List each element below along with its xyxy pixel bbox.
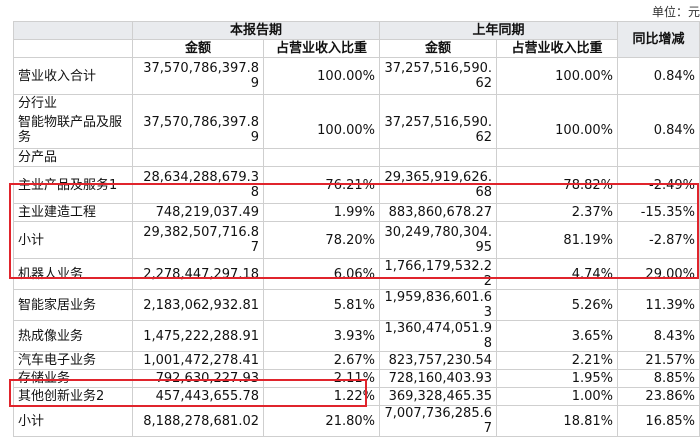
section-label: 分产品 — [13, 148, 133, 167]
current-amount: 1,475,222,288.91 — [132, 320, 264, 352]
yoy-change: 11.39% — [617, 289, 700, 321]
current-amount: 29,382,507,716.87 — [132, 221, 264, 259]
section-row: 分行业 — [13, 94, 700, 112]
current-share: 1.99% — [263, 203, 380, 222]
row-label: 小计 — [13, 221, 133, 259]
row-label: 小计 — [13, 405, 133, 437]
yoy-change: 0.84% — [617, 57, 700, 95]
prior-amount: 29,365,919,626.68 — [379, 166, 497, 204]
table-row: 智能物联产品及服务 37,570,786,397.89 100.00% 37,2… — [13, 112, 700, 149]
header-blank-2 — [13, 39, 133, 58]
prior-amount: 1,360,474,051.98 — [379, 320, 497, 352]
header-current-period: 本报告期 — [132, 21, 380, 40]
header-current-share: 占营业收入比重 — [263, 39, 380, 58]
current-share: 6.06% — [263, 258, 380, 290]
row-label: 热成像业务 — [13, 320, 133, 352]
prior-amount: 369,328,465.35 — [379, 387, 497, 406]
yoy-change: 29.00% — [617, 258, 700, 290]
yoy-change: -2.87% — [617, 221, 700, 259]
current-amount: 37,570,786,397.89 — [132, 112, 264, 149]
yoy-change: -15.35% — [617, 203, 700, 222]
yoy-change: 0.84% — [617, 112, 700, 149]
current-share: 100.00% — [263, 112, 380, 149]
current-share: 76.21% — [263, 166, 380, 204]
row-label: 智能家居业务 — [13, 289, 133, 321]
row-label: 营业收入合计 — [13, 57, 133, 95]
row-label: 存储业务 — [13, 369, 133, 388]
prior-share: 2.21% — [496, 351, 618, 370]
current-share: 100.00% — [263, 57, 380, 95]
yoy-change: -2.49% — [617, 166, 700, 204]
current-amount: 2,183,062,932.81 — [132, 289, 264, 321]
prior-share: 1.00% — [496, 387, 618, 406]
header-current-amount: 金额 — [132, 39, 264, 58]
prior-share: 81.19% — [496, 221, 618, 259]
current-amount: 1,001,472,278.41 — [132, 351, 264, 370]
table-row: 汽车电子业务 1,001,472,278.41 2.67% 823,757,23… — [13, 351, 700, 370]
section-label: 分行业 — [13, 94, 133, 112]
header-yoy-change: 同比增减 — [617, 21, 700, 58]
current-share: 5.81% — [263, 289, 380, 321]
current-amount: 28,634,288,679.38 — [132, 166, 264, 204]
prior-amount: 1,766,179,532.22 — [379, 258, 497, 290]
prior-share: 3.65% — [496, 320, 618, 352]
yoy-change: 16.85% — [617, 405, 700, 437]
row-label: 智能物联产品及服务 — [13, 112, 133, 149]
current-amount: 792,630,227.93 — [132, 369, 264, 388]
header-prior-share: 占营业收入比重 — [496, 39, 618, 58]
current-share: 2.67% — [263, 351, 380, 370]
current-share: 3.93% — [263, 320, 380, 352]
header-blank — [13, 21, 133, 40]
current-amount: 37,570,786,397.89 — [132, 57, 264, 95]
yoy-change: 21.57% — [617, 351, 700, 370]
prior-amount: 728,160,403.93 — [379, 369, 497, 388]
prior-amount: 7,007,736,285.67 — [379, 405, 497, 437]
yoy-change: 8.85% — [617, 369, 700, 388]
prior-amount: 30,249,780,304.95 — [379, 221, 497, 259]
table-row: 其他创新业务2 457,443,655.78 1.22% 369,328,465… — [13, 387, 700, 406]
table-row: 小计 29,382,507,716.87 78.20% 30,249,780,3… — [13, 221, 700, 259]
current-amount: 8,188,278,681.02 — [132, 405, 264, 437]
prior-amount: 1,959,836,601.63 — [379, 289, 497, 321]
table-row: 热成像业务 1,475,222,288.91 3.93% 1,360,474,0… — [13, 320, 700, 352]
prior-share: 100.00% — [496, 112, 618, 149]
prior-amount: 823,757,230.54 — [379, 351, 497, 370]
row-label: 汽车电子业务 — [13, 351, 133, 370]
prior-amount: 37,257,516,590.62 — [379, 112, 497, 149]
table-row: 营业收入合计 37,570,786,397.89 100.00% 37,257,… — [13, 57, 700, 95]
prior-amount: 883,860,678.27 — [379, 203, 497, 222]
prior-share: 18.81% — [496, 405, 618, 437]
header-prior-period: 上年同期 — [379, 21, 618, 40]
current-share: 2.11% — [263, 369, 380, 388]
table-row: 智能家居业务 2,183,062,932.81 5.81% 1,959,836,… — [13, 289, 700, 321]
table-row: 机器人业务 2,278,447,297.18 6.06% 1,766,179,5… — [13, 258, 700, 290]
header-prior-amount: 金额 — [379, 39, 497, 58]
revenue-breakdown-table: 本报告期 上年同期 同比增减 金额 占营业收入比重 金额 占营业收入比重 营业收… — [13, 21, 700, 437]
prior-share: 100.00% — [496, 57, 618, 95]
row-label: 其他创新业务2 — [13, 387, 133, 406]
current-share: 1.22% — [263, 387, 380, 406]
row-label: 主业建造工程 — [13, 203, 133, 222]
prior-share: 78.82% — [496, 166, 618, 204]
yoy-change: 8.43% — [617, 320, 700, 352]
current-amount: 457,443,655.78 — [132, 387, 264, 406]
table-row: 小计 8,188,278,681.02 21.80% 7,007,736,285… — [13, 405, 700, 437]
current-amount: 748,219,037.49 — [132, 203, 264, 222]
current-share: 78.20% — [263, 221, 380, 259]
prior-share: 2.37% — [496, 203, 618, 222]
prior-amount: 37,257,516,590.62 — [379, 57, 497, 95]
prior-share: 1.95% — [496, 369, 618, 388]
table-row: 主业产品及服务1 28,634,288,679.38 76.21% 29,365… — [13, 166, 700, 204]
row-label: 主业产品及服务1 — [13, 166, 133, 204]
row-label: 机器人业务 — [13, 258, 133, 290]
prior-share: 5.26% — [496, 289, 618, 321]
current-amount: 2,278,447,297.18 — [132, 258, 264, 290]
table-row: 主业建造工程 748,219,037.49 1.99% 883,860,678.… — [13, 203, 700, 222]
prior-share: 4.74% — [496, 258, 618, 290]
section-row: 分产品 — [13, 148, 700, 167]
unit-label: 单位：元 — [651, 5, 700, 19]
yoy-change: 23.86% — [617, 387, 700, 406]
current-share: 21.80% — [263, 405, 380, 437]
table-row: 存储业务 792,630,227.93 2.11% 728,160,403.93… — [13, 369, 700, 388]
